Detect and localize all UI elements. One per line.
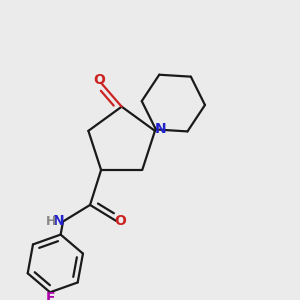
Text: N: N <box>53 214 64 229</box>
Text: N: N <box>155 122 167 136</box>
Text: F: F <box>45 291 55 300</box>
Text: O: O <box>93 73 105 87</box>
Text: O: O <box>115 214 127 228</box>
Text: H: H <box>46 214 56 228</box>
